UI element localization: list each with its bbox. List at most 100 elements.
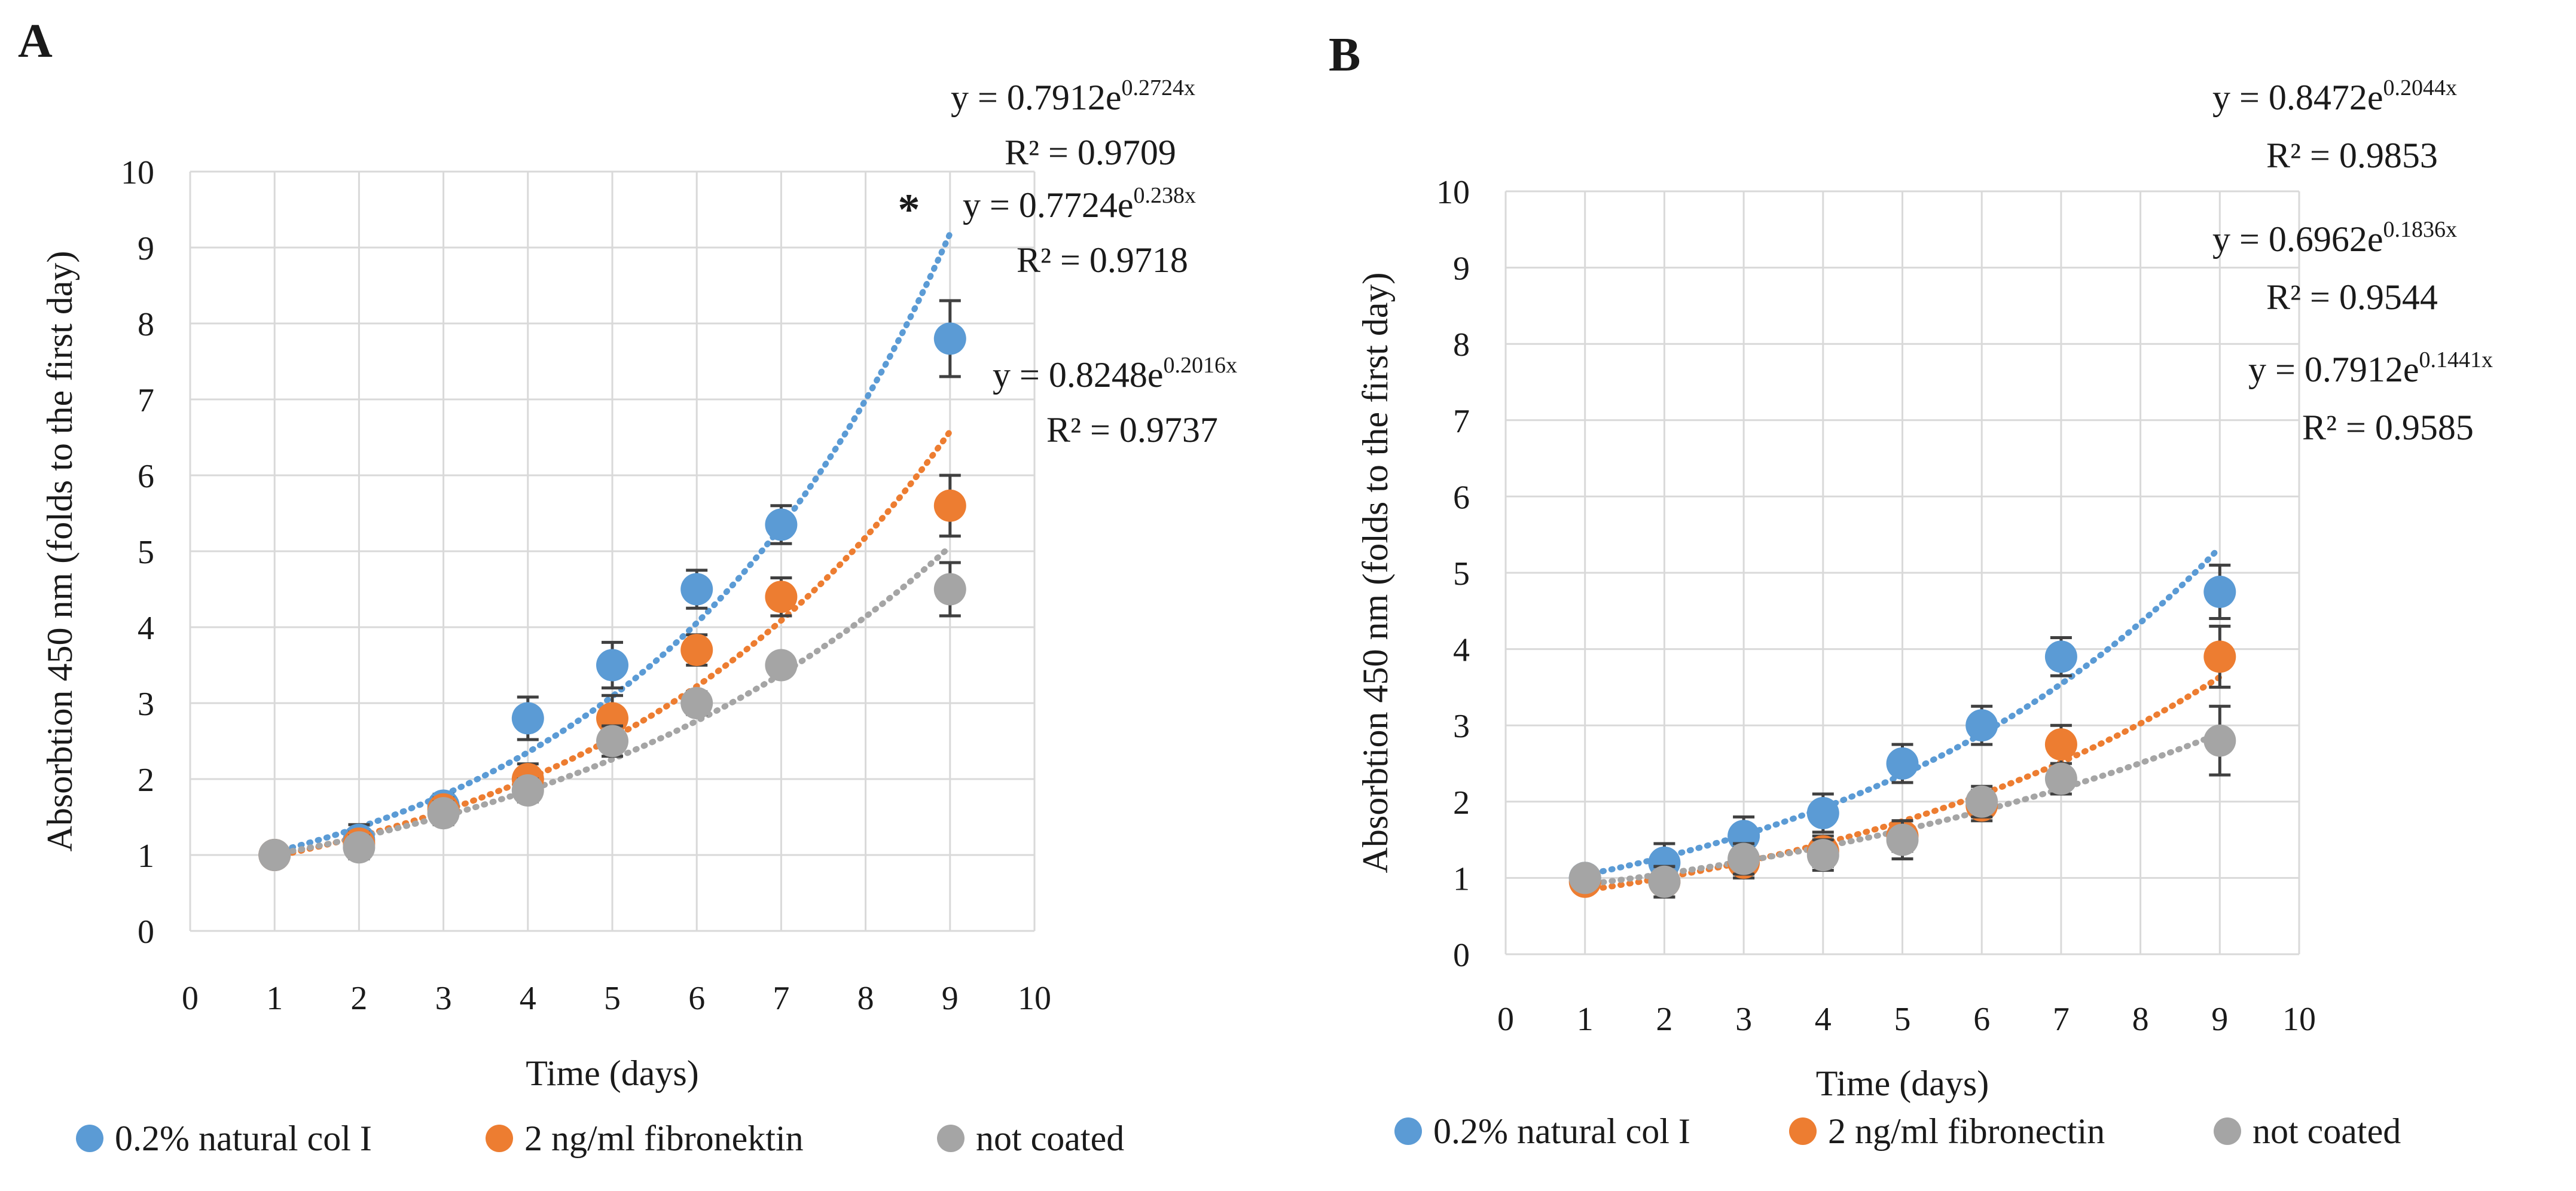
- data-point: [258, 839, 291, 871]
- y-tick-label: 2: [1453, 784, 1470, 822]
- data-point: [933, 573, 966, 606]
- data-point: [1965, 785, 1998, 818]
- y-tick-label: 1: [1453, 860, 1470, 897]
- legend-marker-gray: [2214, 1117, 2241, 1145]
- r-squared: R² = 0.9853: [2266, 136, 2438, 175]
- gridlines: [189, 170, 1036, 932]
- y-tick-label: 8: [138, 306, 154, 343]
- x-tick-label: 8: [857, 980, 874, 1017]
- legend-marker-gray: [937, 1125, 965, 1152]
- data-point: [765, 649, 798, 682]
- series-gray: [258, 561, 966, 871]
- y-tick-label: 5: [1453, 555, 1470, 593]
- panel-a: A 0 1 2 3 4 5 6 7 8 9 10 0 1 2 3 4 5 6 7 8 9 10 Time (days) Abso…: [18, 15, 1237, 1158]
- x-tick-label: 4: [1815, 1001, 1832, 1038]
- data-point: [2044, 640, 2077, 673]
- data-point: [1806, 796, 1839, 829]
- legend-label: 2 ng/ml fibronektin: [524, 1119, 804, 1158]
- data-point: [1965, 709, 1998, 742]
- x-tick-label: 8: [2132, 1001, 2149, 1038]
- x-tick-label: 10: [1018, 980, 1051, 1017]
- data-point: [933, 489, 966, 522]
- y-tick-label: 9: [138, 230, 154, 267]
- data-point: [1806, 839, 1839, 872]
- r-squared: R² = 0.9585: [2302, 408, 2474, 447]
- trendline-equation: y = 0.8472e0.2044x: [2212, 75, 2457, 117]
- y-tick-label: 6: [138, 458, 154, 495]
- x-axis-title: Time (days): [1816, 1064, 1989, 1103]
- legend-marker-orange: [1789, 1117, 1817, 1145]
- y-tick-label: 7: [138, 382, 154, 419]
- equation-exponent: 0.2044x: [2383, 75, 2457, 100]
- y-tick-label: 3: [138, 686, 154, 723]
- x-tick-label: 7: [773, 980, 789, 1017]
- trendline-equation: y = 0.7912e0.2724x: [951, 75, 1195, 117]
- legend-label: not coated: [2253, 1111, 2401, 1151]
- legend-label: not coated: [976, 1119, 1124, 1158]
- equation-exponent: 0.1836x: [2383, 217, 2457, 242]
- y-tick-label: 4: [1453, 632, 1470, 669]
- data-point: [2044, 762, 2077, 795]
- y-axis-title: Absorbtion 450 nm (folds to the first da…: [40, 251, 80, 852]
- equation-exponent: 0.238x: [1133, 183, 1196, 208]
- data-point: [680, 687, 713, 719]
- data-point: [1727, 842, 1760, 875]
- x-tick-label: 10: [2282, 1001, 2316, 1038]
- equation-base: y = 0.7912e: [951, 78, 1121, 117]
- panel-label: B: [1329, 29, 1360, 81]
- x-tick-label: 0: [182, 980, 199, 1017]
- data-point: [596, 725, 628, 758]
- y-tick-label: 5: [138, 534, 154, 571]
- panel-label: A: [18, 15, 53, 68]
- x-tick-label: 4: [520, 980, 536, 1017]
- x-tick-label: 2: [350, 980, 367, 1017]
- y-tick-label: 10: [121, 154, 154, 191]
- trendline-equation: y = 0.7912e0.1441x: [2248, 347, 2493, 389]
- x-tick-label: 5: [604, 980, 621, 1017]
- y-tick-label: 0: [138, 914, 154, 951]
- x-tick-label: 9: [2211, 1001, 2228, 1038]
- data-point: [2203, 640, 2236, 673]
- data-point: [933, 322, 966, 355]
- data-point: [596, 649, 628, 682]
- equation-exponent: 0.2724x: [1121, 75, 1195, 100]
- legend-label: 0.2% natural col I: [115, 1119, 372, 1158]
- data-point: [1886, 823, 1919, 856]
- r-squared: R² = 0.9737: [1046, 410, 1218, 450]
- data-point: [680, 573, 713, 606]
- x-axis-title: Time (days): [526, 1053, 698, 1093]
- data-point: [1648, 865, 1681, 898]
- trendline-equation: y = 0.6962e0.1836x: [2212, 217, 2457, 259]
- equation-exponent: 0.1441x: [2419, 347, 2493, 372]
- y-tick-label: 10: [1436, 174, 1470, 211]
- x-tick-label: 3: [1735, 1001, 1752, 1038]
- legend-label: 0.2% natural col I: [1433, 1111, 1690, 1151]
- trendline-gray: [271, 543, 953, 857]
- data-point: [1568, 862, 1601, 894]
- x-tick-label: 7: [2053, 1001, 2070, 1038]
- legend: 0.2% natural col I 2 ng/ml fibronektin not…: [76, 1119, 1124, 1158]
- data-point: [511, 702, 544, 735]
- x-tick-label: 6: [1973, 1001, 1990, 1038]
- x-tick-label: 1: [266, 980, 283, 1017]
- legend: 0.2% natural col I 2 ng/ml fibronectin not…: [1394, 1111, 2401, 1151]
- y-tick-label: 1: [138, 838, 154, 875]
- data-point: [343, 831, 376, 864]
- significance-star: *: [898, 185, 920, 234]
- y-tick-label: 2: [138, 762, 154, 799]
- series-gray: [1568, 704, 2236, 899]
- legend-marker-blue: [1394, 1117, 1422, 1145]
- panel-b: B 0 1 2 3 4 5 6 7 8 9 10 0 1 2 3 4 5 6 7 8 9 10 Time (days) Abso…: [1329, 29, 2493, 1151]
- y-tick-label: 9: [1453, 251, 1470, 288]
- data-point: [2203, 724, 2236, 757]
- y-tick-label: 0: [1453, 937, 1470, 974]
- legend-marker-blue: [76, 1125, 103, 1152]
- trendline-equation: y = 0.8248e0.2016x: [993, 353, 1237, 395]
- r-squared: R² = 0.9544: [2266, 277, 2438, 317]
- data-point: [511, 774, 544, 807]
- x-tick-label: 9: [942, 980, 959, 1017]
- y-axis-title: Absorbtion 450 nm (folds to the first da…: [1356, 273, 1395, 874]
- legend-marker-orange: [486, 1125, 513, 1152]
- equation-base: y = 0.6962e: [2212, 219, 2383, 259]
